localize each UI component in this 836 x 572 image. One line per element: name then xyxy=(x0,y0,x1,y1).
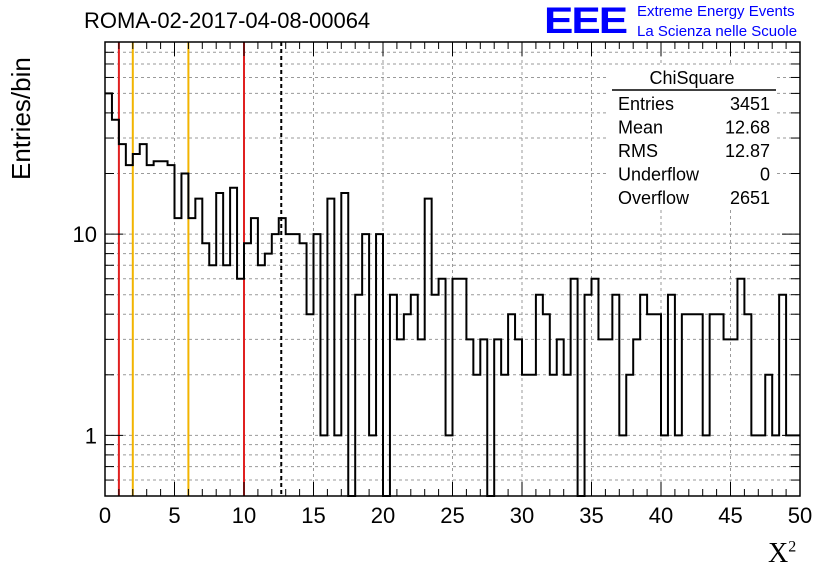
x-tick-label: 15 xyxy=(301,503,325,528)
stats-row-value: 2651 xyxy=(730,188,770,208)
x-tick-label: 45 xyxy=(718,503,742,528)
stats-row-value: 12.68 xyxy=(725,118,770,138)
y-tick-label: 10 xyxy=(73,222,97,247)
x-axis-label-exponent: 2 xyxy=(788,538,797,556)
x-tick-label: 40 xyxy=(649,503,673,528)
logo-caption-line2: La Scienza nelle Scuole xyxy=(637,23,798,40)
x-tick-label: 30 xyxy=(510,503,534,528)
stats-row-value: 12.87 xyxy=(725,141,770,161)
x-axis-label: X2 xyxy=(768,538,796,570)
x-tick-label: 5 xyxy=(168,503,180,528)
stats-row-value: 0 xyxy=(760,165,770,185)
stats-row-value: 3451 xyxy=(730,94,770,114)
x-tick-label: 35 xyxy=(579,503,603,528)
stats-box: ChiSquare Entries 3451 Mean 12.68 RMS 12.87 Und… xyxy=(608,66,776,210)
stats-row-label: Entries xyxy=(618,94,674,114)
x-axis-label-text: X xyxy=(768,538,789,569)
page-title: ROMA-02-2017-04-08-00064 xyxy=(84,8,371,33)
y-tick-label: 1 xyxy=(85,423,97,448)
x-tick-label: 10 xyxy=(232,503,256,528)
stats-row-label: Overflow xyxy=(618,188,690,208)
histogram-series xyxy=(105,92,800,497)
logo-caption-line1: Extreme Energy Events xyxy=(637,3,795,20)
stats-row-label: RMS xyxy=(618,141,658,161)
stats-row-label: Mean xyxy=(618,118,663,138)
eee-logo-icon: EEE xyxy=(544,0,628,42)
x-tick-label: 25 xyxy=(440,503,464,528)
reference-lines xyxy=(117,42,283,496)
x-tick-label: 20 xyxy=(371,503,395,528)
axes: 0 5 10 15 20 25 30 35 40 45 50 1 10 xyxy=(73,41,812,528)
x-tick-label: 0 xyxy=(99,503,111,528)
x-tick-label: 50 xyxy=(788,503,812,528)
stats-title: ChiSquare xyxy=(649,68,734,88)
stats-row-label: Underflow xyxy=(618,165,700,185)
